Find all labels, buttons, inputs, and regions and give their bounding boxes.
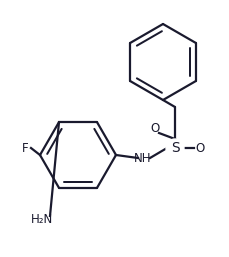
Circle shape <box>165 139 183 157</box>
Text: F: F <box>22 142 28 154</box>
Text: O: O <box>150 122 159 134</box>
Text: NH: NH <box>134 151 151 164</box>
Text: S: S <box>170 141 179 155</box>
Text: O: O <box>194 142 204 154</box>
Text: H₂N: H₂N <box>31 214 53 226</box>
